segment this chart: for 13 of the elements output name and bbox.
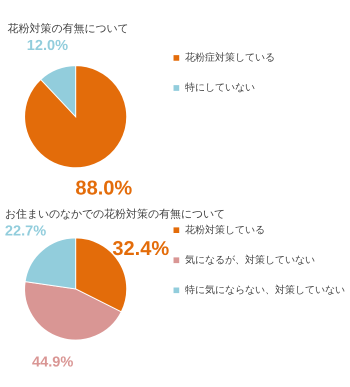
chart-title: 花粉対策の有無について bbox=[7, 22, 128, 35]
legend-label: 特にしていない bbox=[185, 82, 256, 94]
data-label: 88.0% bbox=[75, 177, 132, 200]
data-label: 22.7% bbox=[4, 224, 46, 240]
legend-label: 花粉対策している bbox=[185, 224, 266, 236]
legend-label: 花粉症対策している bbox=[185, 52, 276, 64]
data-label: 44.9% bbox=[32, 354, 74, 371]
pie-slice bbox=[24, 65, 128, 168]
data-label: 12.0% bbox=[26, 38, 68, 54]
data-label: 32.4% bbox=[112, 238, 170, 260]
legend-label: 特に気にならない、対策していない bbox=[185, 284, 346, 296]
chart-title: お住まいのなかでの花粉対策の有無について bbox=[4, 207, 225, 220]
legend-label: 気になるが、対策していない bbox=[185, 254, 316, 266]
